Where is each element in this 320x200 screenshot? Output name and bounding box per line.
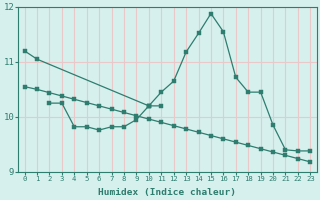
X-axis label: Humidex (Indice chaleur): Humidex (Indice chaleur) <box>99 188 236 197</box>
